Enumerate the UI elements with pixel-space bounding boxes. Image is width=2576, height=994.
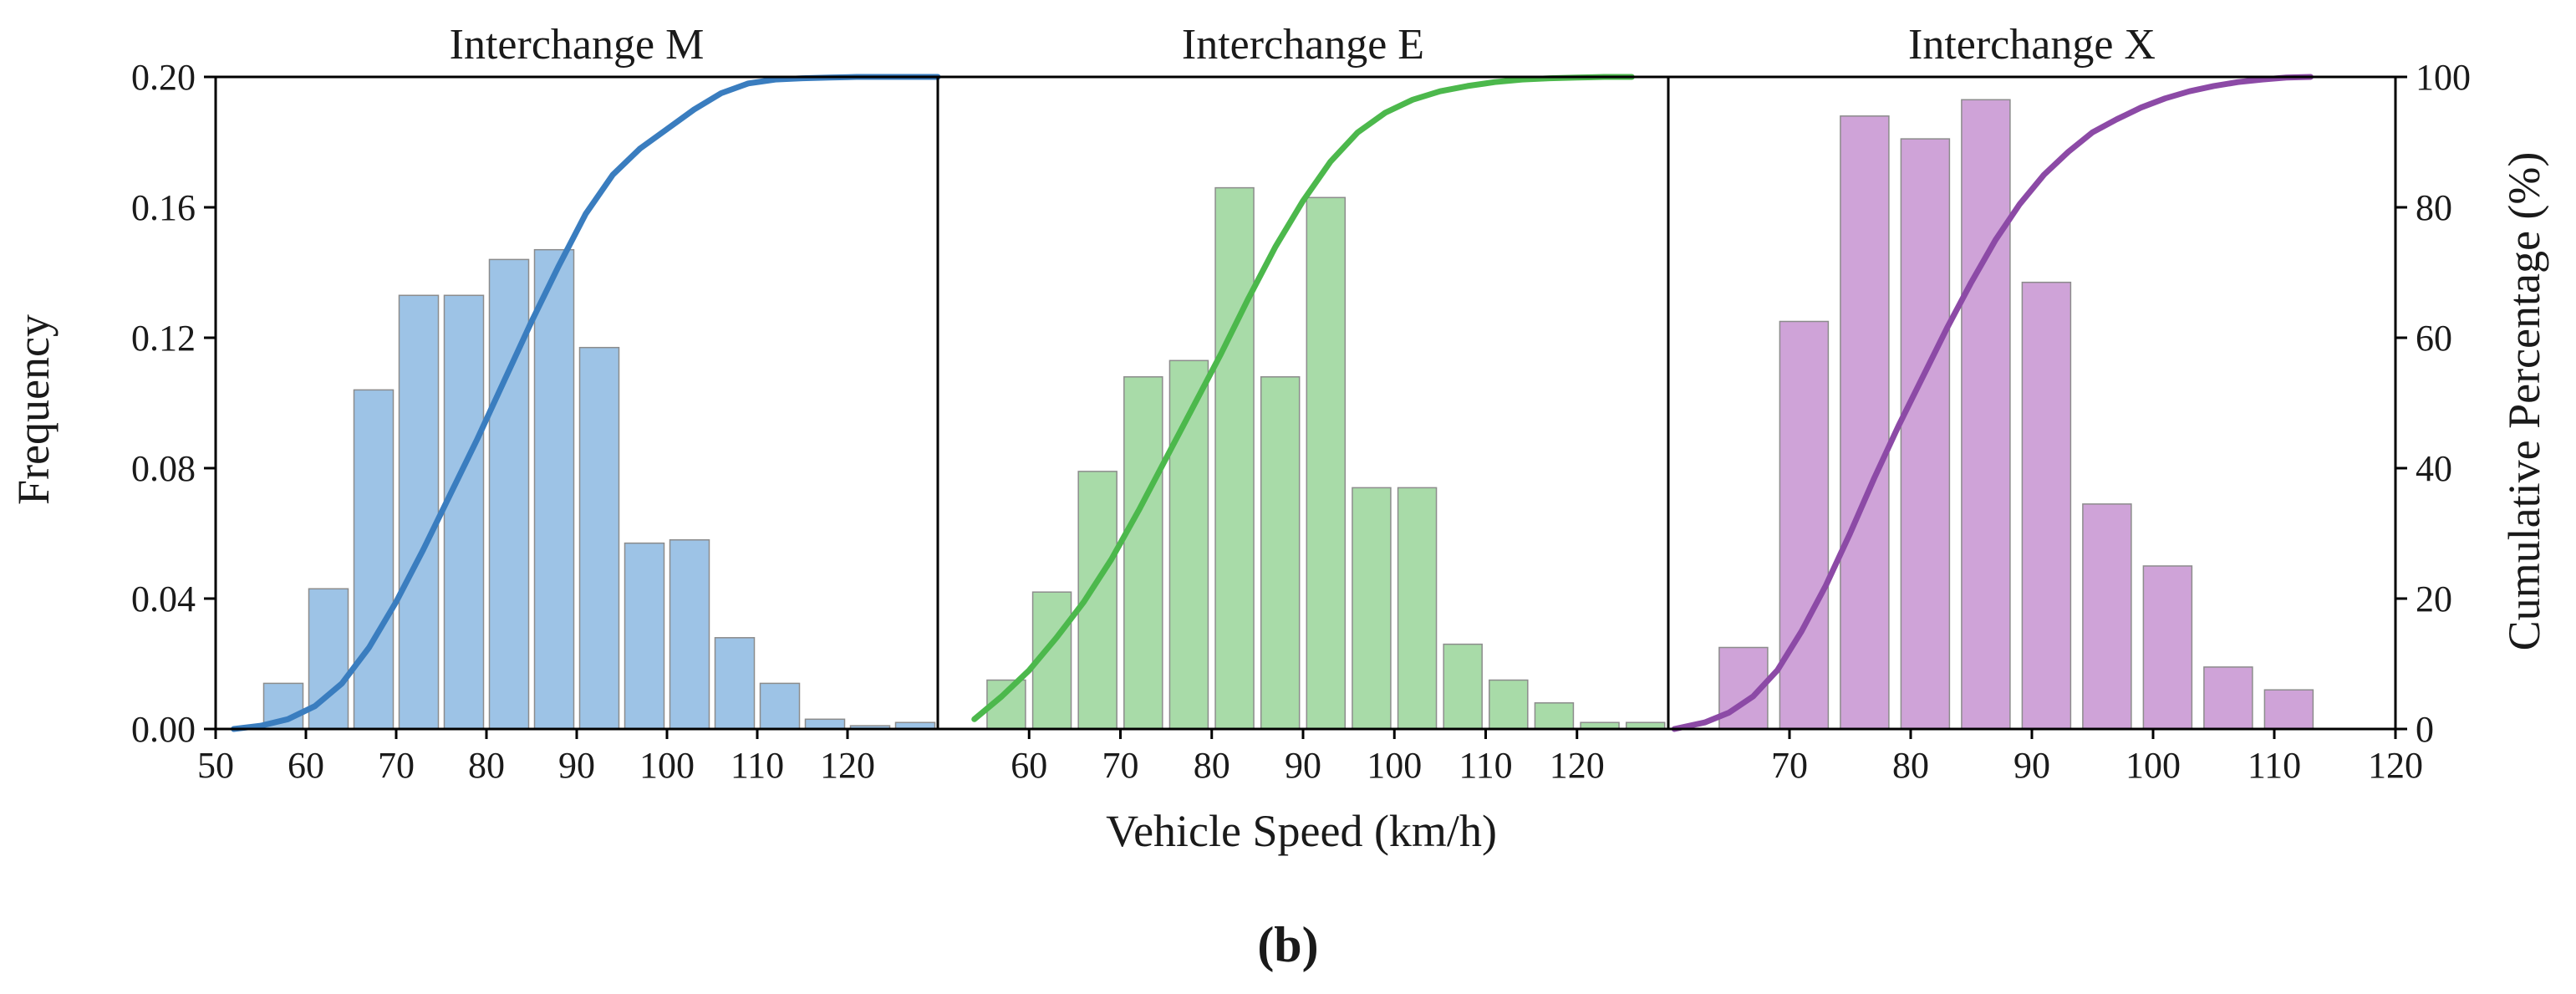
y-tick-label-right-60: 60 xyxy=(2416,318,2452,359)
bar-m-5 xyxy=(443,294,485,730)
bar-m-4 xyxy=(398,294,440,730)
y-tick-label-left-0.00: 0.00 xyxy=(131,709,196,750)
panel-interchange-m: Interchange M 50 60 70 80 90 100 110 120 0.00 0.04… xyxy=(131,21,941,786)
bar-e-4 xyxy=(1123,376,1163,730)
x-tick-label-x-70: 70 xyxy=(1771,745,1808,786)
x-tick-label-e-70: 70 xyxy=(1102,745,1139,786)
y-tick-label-left-0.16: 0.16 xyxy=(131,187,196,228)
panel-interchange-e: Interchange E 60 70 80 90 100 110 120 xyxy=(936,21,1668,786)
x-tick-label-x-100: 100 xyxy=(2125,745,2181,786)
y-tick-label-right-0: 0 xyxy=(2416,709,2434,750)
y-axis-label-cumulative: Cumulative Percentage (%) xyxy=(2499,152,2549,651)
x-tick-label-m-70: 70 xyxy=(378,745,415,786)
x-tick-label-e-80: 80 xyxy=(1194,745,1230,786)
y-axis-label-frequency: Frequency xyxy=(8,314,59,505)
x-tick-label-e-110: 110 xyxy=(1459,745,1512,786)
x-tick-label-x-80: 80 xyxy=(1892,745,1929,786)
bar-m-10 xyxy=(669,539,710,730)
bar-e-9 xyxy=(1352,487,1392,730)
y-tick-label-left-0.20: 0.20 xyxy=(131,57,196,98)
bar-e-5 xyxy=(1168,359,1209,730)
bar-e-7 xyxy=(1260,376,1301,730)
bar-m-12 xyxy=(759,682,801,730)
x-tick-label-m-100: 100 xyxy=(639,745,695,786)
x-tick-label-m-60: 60 xyxy=(288,745,324,786)
x-axis-label: Vehicle Speed (km/h) xyxy=(1106,806,1497,856)
bar-m-6 xyxy=(488,258,530,730)
chart-panels: Interchange M 50 60 70 80 90 100 110 120 0.00 0.04… xyxy=(131,21,2471,786)
bar-x-7 xyxy=(2082,503,2132,730)
x-tick-label-e-100: 100 xyxy=(1367,745,1422,786)
x-tick-label-m-80: 80 xyxy=(468,745,505,786)
x-tick-label-e-90: 90 xyxy=(1285,745,1321,786)
panel-title-x: Interchange X xyxy=(1908,21,2156,69)
bar-x-8 xyxy=(2142,565,2193,730)
cumulative-line-x xyxy=(1671,74,2314,732)
bar-x-4 xyxy=(1900,138,1951,730)
y-tick-label-right-20: 20 xyxy=(2416,579,2452,619)
panel-title-m: Interchange M xyxy=(450,21,705,69)
bar-x-10 xyxy=(2263,689,2314,730)
bar-x-5 xyxy=(1961,99,2011,730)
bar-e-8 xyxy=(1306,196,1347,730)
x-tick-label-x-110: 110 xyxy=(2248,745,2301,786)
x-tick-label-e-120: 120 xyxy=(1550,745,1605,786)
bar-e-11 xyxy=(1443,643,1483,730)
bar-e-13 xyxy=(1534,702,1575,730)
bar-e-10 xyxy=(1397,487,1438,730)
cumulative-line-e xyxy=(971,74,1635,722)
y-tick-label-right-80: 80 xyxy=(2416,187,2452,228)
x-tick-label-e-60: 60 xyxy=(1011,745,1047,786)
bar-x-9 xyxy=(2203,666,2253,730)
panel-title-e: Interchange E xyxy=(1182,21,1424,69)
bar-e-12 xyxy=(1489,679,1529,730)
figure-caption: (b) xyxy=(1257,917,1318,972)
bar-m-9 xyxy=(624,542,665,730)
bar-m-8 xyxy=(578,346,620,730)
y-tick-label-right-40: 40 xyxy=(2416,448,2452,489)
bar-x-3 xyxy=(1840,115,1890,730)
bar-x-2 xyxy=(1779,320,1830,730)
y-tick-label-left-0.08: 0.08 xyxy=(131,448,196,489)
x-tick-label-m-50: 50 xyxy=(197,745,234,786)
y-tick-label-left-0.12: 0.12 xyxy=(131,318,196,359)
bar-m-7 xyxy=(533,248,575,730)
bar-x-6 xyxy=(2021,281,2072,730)
x-tick-label-m-120: 120 xyxy=(820,745,875,786)
x-tick-label-x-120: 120 xyxy=(2368,745,2423,786)
x-tick-label-m-110: 110 xyxy=(731,745,784,786)
x-tick-label-m-90: 90 xyxy=(558,745,595,786)
y-tick-label-left-0.04: 0.04 xyxy=(131,579,196,619)
y-tick-label-right-100: 100 xyxy=(2416,57,2471,98)
bar-m-13 xyxy=(804,718,846,730)
x-tick-label-x-90: 90 xyxy=(2013,745,2050,786)
bar-m-3 xyxy=(353,389,395,730)
bar-e-6 xyxy=(1214,186,1255,730)
bar-m-11 xyxy=(714,637,756,730)
